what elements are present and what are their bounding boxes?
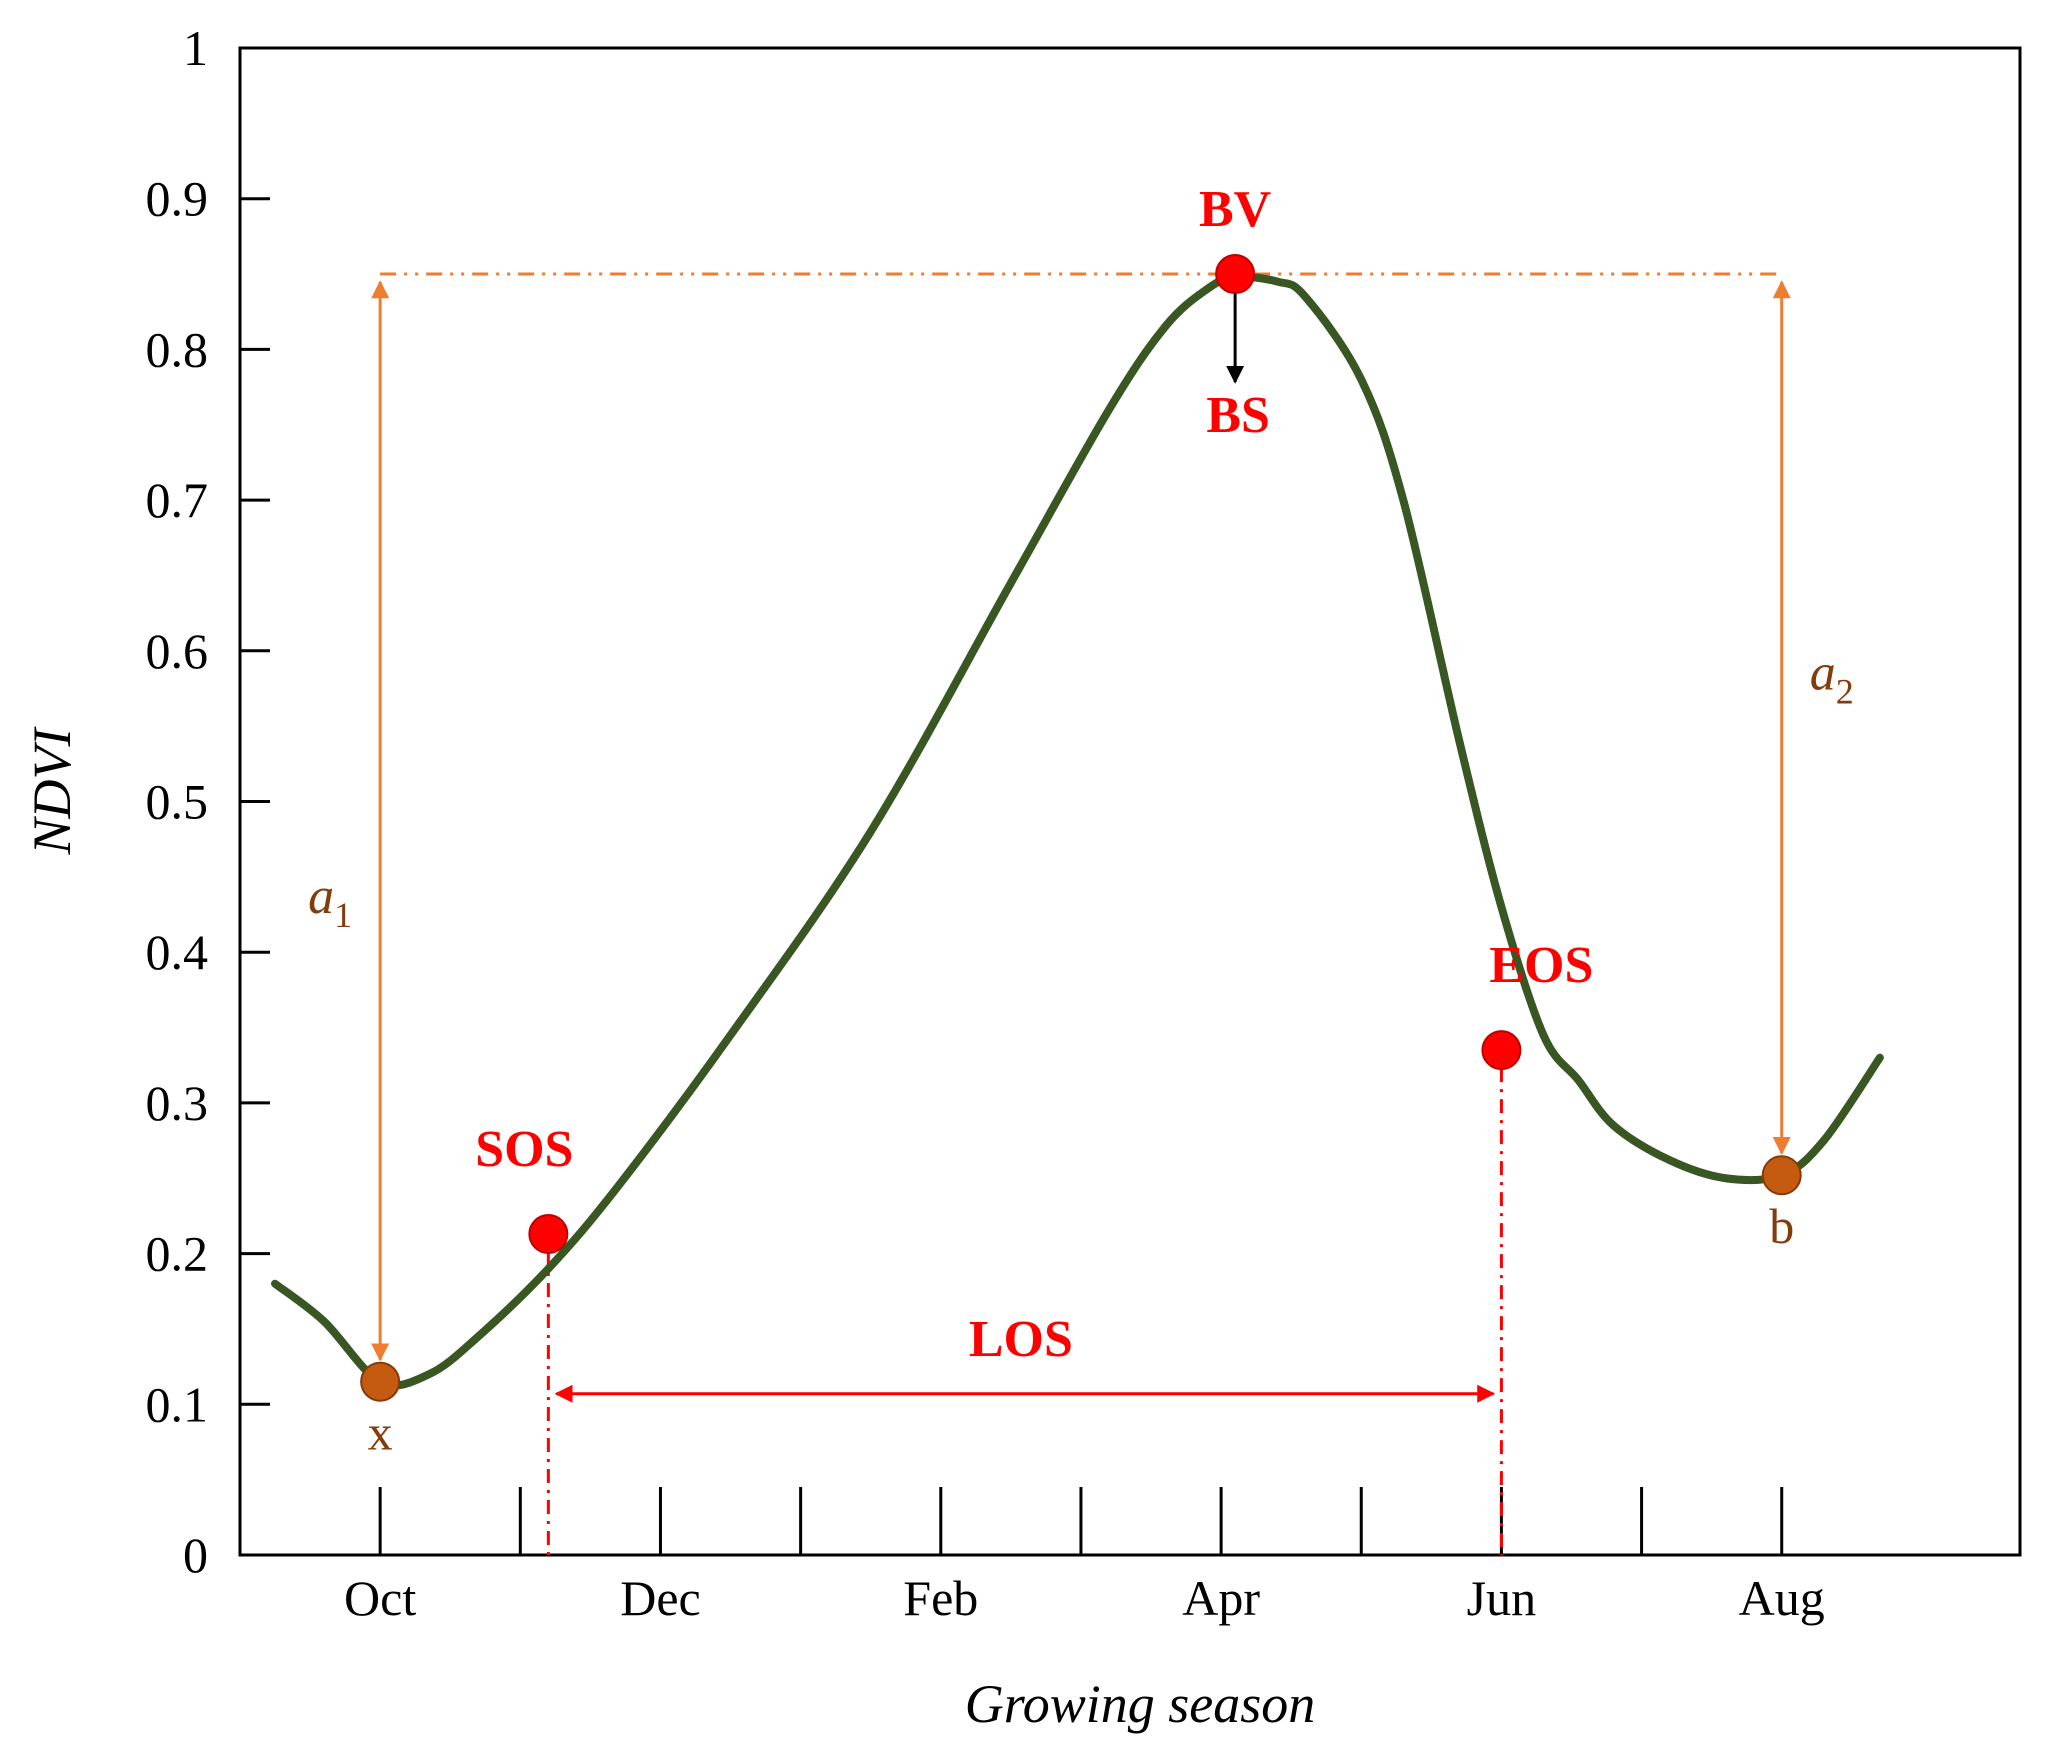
x-point [360, 1361, 401, 1402]
y-tick-label: 0.1 [146, 1376, 209, 1432]
a1-amplitude-label: a1 [308, 868, 352, 935]
a2-amplitude-label: a2 [1810, 645, 1854, 712]
sos-label: SOS [475, 1121, 573, 1178]
x-tick-label: Feb [903, 1570, 978, 1626]
y-tick-label: 0.6 [146, 623, 209, 679]
sos-point [528, 1214, 569, 1255]
y-axis-ticks: 0 0.1 0.2 0.3 0.4 0.5 0.6 0.7 0.8 0.9 1 [146, 20, 270, 1583]
x-axis-ticks: Oct Dec Feb Apr Jun Aug [344, 1487, 1825, 1626]
eos-point [1481, 1030, 1522, 1071]
bv-label: BV [1199, 181, 1271, 238]
x-tick-label: Jun [1467, 1570, 1536, 1626]
x-tick-label: Dec [620, 1570, 701, 1626]
bv-point [1215, 254, 1256, 295]
y-tick-label: 0.4 [146, 924, 209, 980]
x-tick-label: Apr [1182, 1570, 1260, 1626]
y-axis-title: NDVI [22, 725, 82, 855]
b-label: b [1769, 1198, 1794, 1254]
y-tick-label: 1 [183, 20, 208, 76]
b-point [1761, 1155, 1802, 1196]
ndvi-curve-line [271, 272, 1884, 1390]
y-tick-label: 0.3 [146, 1075, 209, 1131]
eos-label: EOS [1489, 937, 1593, 994]
y-tick-label: 0.9 [146, 171, 209, 227]
x-axis-title: Growing season [965, 1674, 1316, 1734]
y-tick-label: 0.5 [146, 774, 209, 830]
x-tick-label: Oct [344, 1570, 416, 1626]
x-tick-label: Aug [1739, 1570, 1825, 1626]
y-tick-label: 0 [183, 1527, 208, 1583]
y-tick-label: 0.8 [146, 321, 209, 377]
x-label: x [368, 1405, 393, 1461]
a2-label-base: a [1810, 645, 1836, 702]
y-tick-label: 0.7 [146, 472, 209, 528]
y-tick-label: 0.2 [146, 1226, 209, 1282]
a1-label-base: a [308, 868, 334, 925]
a1-label-subscript: 1 [334, 895, 352, 935]
a2-label-subscript: 2 [1836, 672, 1854, 712]
los-label: LOS [969, 1311, 1073, 1368]
marker-layer: x b SOS EOS BV [360, 181, 1802, 1461]
bs-label: BS [1206, 387, 1270, 444]
